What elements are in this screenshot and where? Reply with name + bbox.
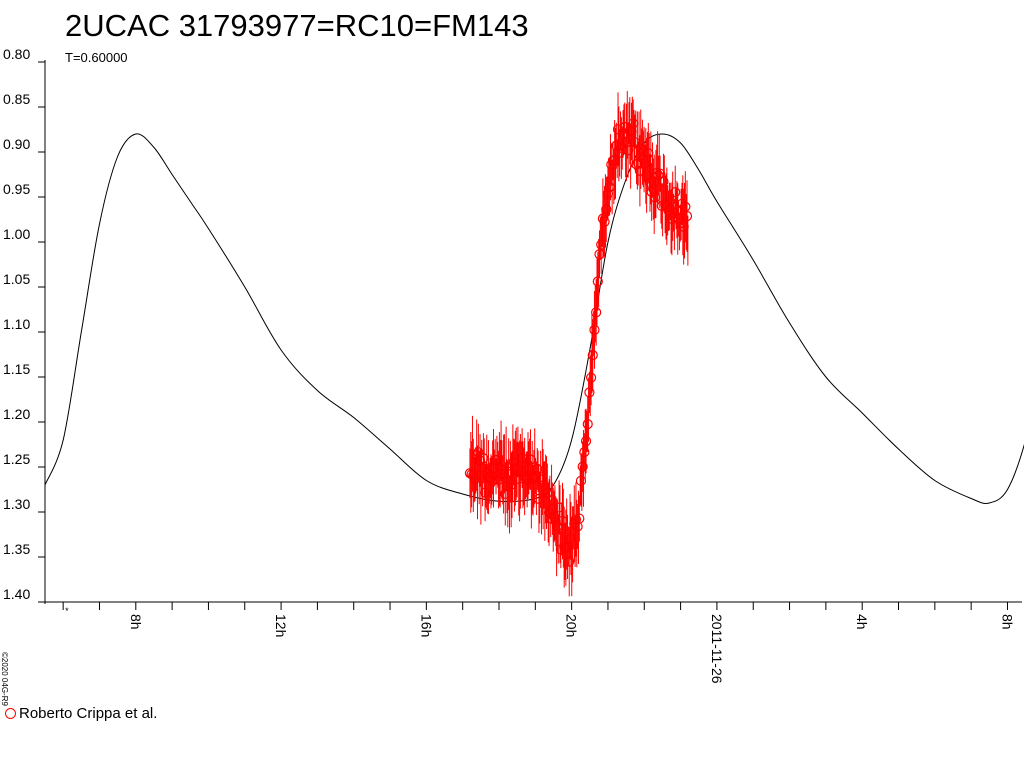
data-point bbox=[580, 435, 592, 447]
chart-title: 2UCAC 31793977=RC10=FM143 bbox=[65, 8, 529, 43]
y-tick-label: 1.25 bbox=[3, 451, 30, 467]
model-curve bbox=[44, 133, 1024, 504]
data-point bbox=[574, 513, 585, 524]
data-point bbox=[587, 350, 598, 361]
data-point bbox=[591, 307, 602, 318]
data-point bbox=[577, 461, 588, 472]
data-point bbox=[579, 447, 590, 458]
y-tick-label: 1.10 bbox=[3, 316, 30, 332]
x-tick-label: 12h bbox=[273, 614, 289, 637]
y-tick-label: 0.85 bbox=[3, 91, 30, 107]
x-tick-label: 16h bbox=[418, 614, 434, 637]
chart-subtitle: T=0.60000 bbox=[65, 50, 128, 65]
data-point bbox=[564, 556, 575, 567]
x-tick-label: 8h bbox=[128, 614, 144, 630]
data-point bbox=[589, 324, 600, 336]
y-tick-label: 1.40 bbox=[3, 586, 30, 602]
data-point bbox=[478, 453, 489, 464]
y-tick-label: 1.35 bbox=[3, 541, 30, 557]
data-point bbox=[582, 419, 593, 430]
data-point bbox=[665, 196, 676, 207]
data-point bbox=[532, 463, 543, 474]
y-tick-label: 1.30 bbox=[3, 496, 30, 512]
data-point bbox=[599, 216, 610, 227]
copyright-text: ©2020 04G-R9 bbox=[0, 652, 9, 706]
data-point bbox=[585, 372, 597, 383]
y-tick-label: 1.05 bbox=[3, 271, 30, 287]
x-tick-label: 4h bbox=[854, 614, 870, 630]
y-tick-label: 0.80 bbox=[3, 46, 30, 62]
y-tick-label: 1.00 bbox=[3, 226, 30, 242]
x-tick-label: 2011-11-26 bbox=[709, 614, 725, 684]
y-tick-label: 0.95 bbox=[3, 181, 30, 197]
legend-label: Roberto Crippa et al. bbox=[19, 705, 158, 722]
data-point bbox=[658, 176, 669, 187]
y-tick-label: 0.90 bbox=[3, 136, 30, 152]
data-point bbox=[575, 475, 587, 486]
legend: Roberto Crippa et al. bbox=[5, 705, 157, 723]
x-tick-label: 8h bbox=[999, 614, 1015, 630]
data-point bbox=[653, 170, 664, 181]
data-point bbox=[651, 168, 662, 179]
legend-marker-circle-icon bbox=[5, 708, 16, 719]
data-point bbox=[592, 276, 603, 287]
data-point bbox=[584, 387, 595, 398]
data-point bbox=[572, 521, 583, 532]
observation-points bbox=[464, 91, 693, 597]
data-point bbox=[680, 201, 691, 212]
x-tick-label: * bbox=[65, 606, 69, 616]
y-tick-label: 1.20 bbox=[3, 406, 30, 422]
x-tick-label: 20h bbox=[564, 614, 580, 637]
data-point bbox=[601, 204, 612, 215]
y-tick-label: 1.15 bbox=[3, 361, 30, 377]
data-point bbox=[670, 187, 681, 198]
data-point bbox=[681, 211, 693, 222]
